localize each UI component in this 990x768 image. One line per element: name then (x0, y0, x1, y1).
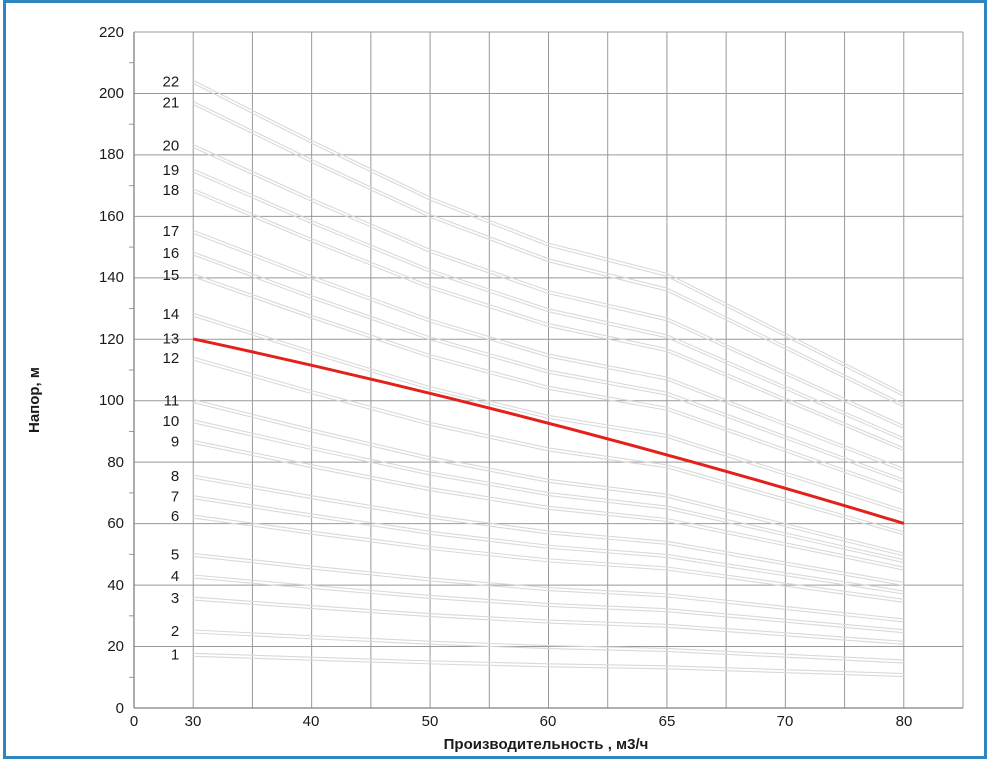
svg-text:9: 9 (171, 433, 179, 450)
svg-text:10: 10 (163, 413, 180, 430)
svg-text:16: 16 (163, 245, 180, 262)
svg-text:3: 3 (171, 590, 179, 607)
svg-text:18: 18 (163, 182, 180, 199)
svg-text:13: 13 (163, 331, 180, 348)
svg-text:14: 14 (163, 306, 180, 323)
svg-text:15: 15 (163, 267, 180, 284)
svg-text:6: 6 (171, 508, 179, 525)
svg-text:1: 1 (171, 646, 179, 663)
svg-text:12: 12 (163, 350, 180, 367)
svg-text:8: 8 (171, 468, 179, 485)
svg-text:21: 21 (163, 95, 180, 112)
svg-text:7: 7 (171, 489, 179, 506)
svg-text:19: 19 (163, 162, 180, 179)
svg-text:17: 17 (163, 223, 180, 240)
svg-text:11: 11 (164, 393, 180, 410)
svg-text:22: 22 (163, 73, 180, 90)
svg-text:4: 4 (171, 568, 179, 585)
svg-text:5: 5 (171, 547, 179, 564)
svg-text:20: 20 (163, 138, 180, 155)
svg-text:2: 2 (171, 623, 179, 640)
